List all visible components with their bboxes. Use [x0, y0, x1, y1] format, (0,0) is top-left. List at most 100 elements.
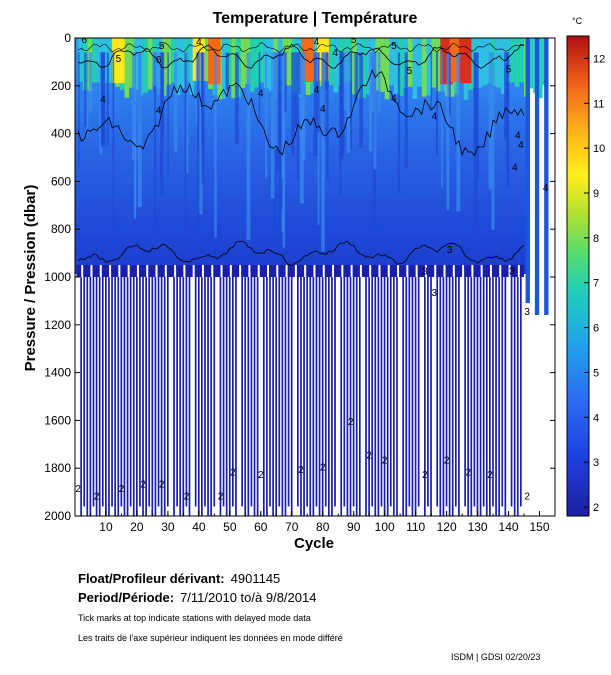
contour-label: 6 — [82, 35, 88, 46]
profile-gap — [164, 265, 167, 277]
profile-bar — [250, 277, 253, 507]
surface-cell — [375, 38, 381, 91]
profile-bar — [253, 277, 256, 516]
profile-streak — [300, 52, 304, 204]
contour-label: 4 — [515, 130, 521, 141]
profile-streak — [100, 52, 105, 145]
surface-cell — [333, 38, 339, 93]
profile-bar — [358, 277, 361, 516]
profile-streak — [201, 52, 205, 184]
profile-streak — [298, 52, 302, 95]
profile-streak — [371, 52, 374, 112]
profile-bar — [306, 277, 309, 507]
deep-band — [76, 265, 525, 277]
profile-gap — [294, 265, 297, 277]
profile-bar — [120, 277, 123, 507]
x-tick-label: 20 — [130, 520, 144, 534]
profile-gap — [211, 265, 214, 277]
profile-bar — [256, 277, 259, 516]
profile-bar — [154, 277, 157, 516]
profile-bar — [427, 277, 429, 507]
profile-bar — [312, 277, 315, 516]
profile-bar — [126, 277, 129, 516]
profile-streak — [160, 52, 164, 196]
isotherm-3 — [77, 240, 525, 266]
profile-gap — [220, 265, 223, 277]
surface-cell — [421, 38, 427, 97]
float-info: Float/Profileur dérivant: 4901145 — [78, 570, 280, 588]
y-tick-label: 600 — [51, 174, 71, 188]
profile-streak — [84, 52, 87, 127]
profile-gap — [276, 265, 279, 277]
profile-bar — [145, 277, 147, 516]
surface-cell — [78, 38, 83, 82]
surface-cell — [226, 38, 232, 87]
contour-label: 2 — [348, 417, 354, 428]
x-tick-label: 70 — [285, 520, 299, 534]
profile-bar — [389, 277, 392, 507]
profile-bar — [327, 277, 330, 516]
surface-cell — [417, 38, 422, 87]
x-tick-label: 120 — [437, 520, 457, 534]
profile-gap — [248, 265, 251, 277]
profile-streak — [234, 52, 239, 145]
profile-gap — [424, 265, 427, 277]
profile-streak — [430, 52, 433, 109]
profile-bar — [194, 277, 197, 507]
contour-label: 5 — [407, 66, 413, 77]
profile-bar — [244, 277, 247, 516]
contour-label: 2 — [487, 470, 493, 481]
profile-streak — [354, 52, 357, 103]
surface-cell — [356, 38, 362, 99]
profile-gap — [406, 265, 409, 277]
surface-cell — [519, 38, 525, 83]
profile-streak — [184, 52, 187, 234]
profile-bar — [204, 277, 206, 507]
profile-bar — [492, 277, 494, 507]
profile-bar — [368, 277, 370, 516]
profile-streak — [317, 52, 320, 133]
profile-streak — [302, 52, 306, 161]
contour-label: 5 — [506, 65, 512, 76]
chart-title: Temperature | Température — [213, 10, 418, 27]
contour-label: 4 — [156, 105, 162, 116]
x-axis-ticks: 10 20 30 40 50 60 70 80 90 100 110 120 130 140 150 — [89, 511, 556, 534]
profile-gap — [239, 265, 242, 277]
profile-bar — [197, 277, 200, 516]
profile-bar — [297, 277, 299, 507]
y-tick-label: 1400 — [44, 366, 71, 380]
profile-streak — [134, 52, 137, 208]
y-tick-label: 800 — [51, 222, 71, 236]
surface-cell — [496, 38, 501, 88]
profile-gap — [489, 265, 492, 277]
contour-label: 4 — [543, 183, 549, 194]
profile-gap — [146, 265, 149, 277]
profile-bar — [309, 277, 312, 516]
profile-bar — [207, 277, 209, 516]
profile-gap — [480, 265, 483, 277]
surface-cell — [124, 38, 130, 98]
x-tick-label: 140 — [499, 520, 519, 534]
profile-bar — [365, 277, 367, 516]
profile-bar — [92, 277, 95, 507]
surface-cell — [147, 38, 153, 90]
profile-gap — [369, 265, 372, 277]
profile-bar — [117, 277, 120, 516]
profile-bar — [114, 277, 117, 516]
y-tick-label: 400 — [51, 127, 71, 141]
profile-bar — [210, 277, 213, 516]
profile-bar — [414, 277, 417, 516]
profile-bar — [151, 277, 154, 516]
profile-bar — [135, 277, 138, 516]
profile-gap — [452, 265, 455, 277]
profile-bar — [281, 277, 284, 516]
profile-bar — [374, 277, 377, 516]
profile-gap — [471, 265, 474, 277]
profile-streak — [291, 52, 295, 156]
profile-bar — [231, 277, 234, 507]
profile-streak — [346, 52, 351, 154]
profile-streak — [284, 52, 287, 112]
